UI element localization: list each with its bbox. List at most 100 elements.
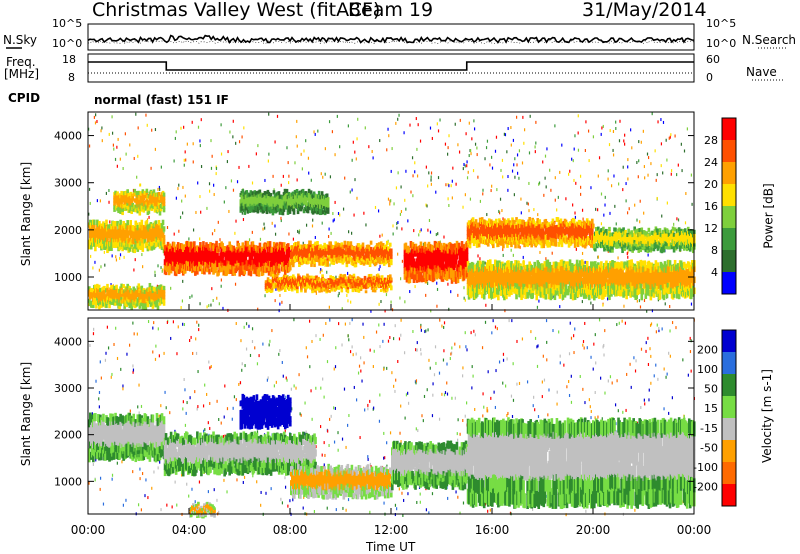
nsky-tick-top: 10^5 <box>52 17 83 30</box>
scatter-cell <box>404 300 406 304</box>
scatter-cell <box>607 169 609 173</box>
band-cell <box>381 277 385 281</box>
scatter-cell <box>405 169 407 173</box>
band-cell <box>250 246 254 253</box>
band-cell <box>317 190 321 196</box>
band-cell <box>120 286 123 291</box>
band-cell <box>456 276 460 284</box>
band-cell <box>109 296 112 302</box>
band-cell <box>506 242 509 248</box>
band-cell <box>88 298 91 303</box>
band-cell <box>479 238 483 244</box>
band-cell <box>357 289 361 293</box>
band-cell <box>455 240 459 248</box>
scatter-cell <box>502 253 504 257</box>
freq-tick-bottom: 8 <box>68 71 75 84</box>
band-cell <box>144 302 148 307</box>
scatter-cell <box>145 113 147 117</box>
scatter-cell <box>105 191 107 195</box>
band-cell <box>157 191 161 197</box>
band-cell <box>147 206 151 211</box>
scatter-cell <box>314 132 316 136</box>
band-cell <box>550 240 554 246</box>
scatter-cell <box>334 153 336 157</box>
scatter-cell <box>151 128 153 132</box>
band-cell <box>113 201 116 206</box>
band-cell <box>340 242 344 247</box>
scatter-cell <box>274 140 276 144</box>
band-cell <box>380 275 384 279</box>
band-cell <box>150 241 154 247</box>
band-cell <box>309 190 313 195</box>
scatter-cell <box>397 221 399 225</box>
band-cell <box>385 286 389 290</box>
scatter-cell <box>448 307 450 311</box>
band-cell <box>365 257 369 262</box>
scatter-cell <box>412 174 414 178</box>
band-cell <box>116 301 119 306</box>
band-cell <box>514 243 517 249</box>
band-cell <box>221 261 224 268</box>
band-cell <box>290 275 293 279</box>
band-cell <box>183 267 187 274</box>
band-cell <box>115 287 118 293</box>
scatter-cell <box>186 142 188 146</box>
band-cell <box>321 280 324 284</box>
scatter-cell <box>486 139 489 143</box>
band-cell <box>445 273 449 281</box>
scatter-cell <box>634 203 636 207</box>
band-cell <box>446 252 450 260</box>
band-cell <box>119 302 122 307</box>
scatter-cell <box>655 178 657 182</box>
scatter-cell <box>602 124 604 128</box>
scatter-cell <box>122 167 124 171</box>
scatter-cell <box>637 175 639 179</box>
band-cell <box>110 288 113 293</box>
band-cell <box>541 226 545 232</box>
band-cell <box>259 208 263 213</box>
band-cell <box>306 281 309 285</box>
band-cell <box>320 191 324 196</box>
scatter-cell <box>212 299 214 303</box>
band-cell <box>307 191 311 197</box>
band-cell <box>291 257 294 262</box>
scatter-cell <box>236 180 239 184</box>
scatter-cell <box>638 140 640 144</box>
band-cell <box>351 289 355 293</box>
scatter-cell <box>303 149 305 153</box>
band-cell <box>316 241 319 246</box>
band-cell <box>224 246 227 253</box>
scatter-cell <box>425 293 427 297</box>
scatter-cell <box>410 190 412 194</box>
scatter-cell <box>177 187 179 191</box>
scatter-cell <box>539 250 541 254</box>
scatter-cell <box>374 205 377 209</box>
band-cell <box>120 283 123 288</box>
scatter-cell <box>619 119 621 123</box>
scatter-cell <box>546 147 548 151</box>
scatter-cell <box>600 132 602 136</box>
scatter-cell <box>400 277 402 281</box>
band-cell <box>283 269 287 276</box>
scatter-cell <box>385 293 388 297</box>
band-cell <box>241 251 245 258</box>
scatter-cell <box>638 159 640 163</box>
band-cell <box>141 242 145 248</box>
band-cell <box>92 303 95 309</box>
scatter-cell <box>597 255 599 259</box>
scatter-cell <box>173 232 175 236</box>
scatter-cell <box>389 199 391 203</box>
scatter-cell <box>604 203 606 207</box>
nave-tick-top: 60 <box>706 53 720 66</box>
scatter-cell <box>609 129 611 133</box>
scatter-cell <box>644 176 646 180</box>
scatter-cell <box>447 182 449 186</box>
band-cell <box>153 300 157 305</box>
scatter-cell <box>288 174 290 178</box>
scatter-cell <box>625 182 627 186</box>
band-cell <box>297 194 301 199</box>
scatter-cell <box>328 120 331 124</box>
band-cell <box>371 279 375 283</box>
band-cell <box>385 240 389 245</box>
scatter-cell <box>572 203 574 207</box>
